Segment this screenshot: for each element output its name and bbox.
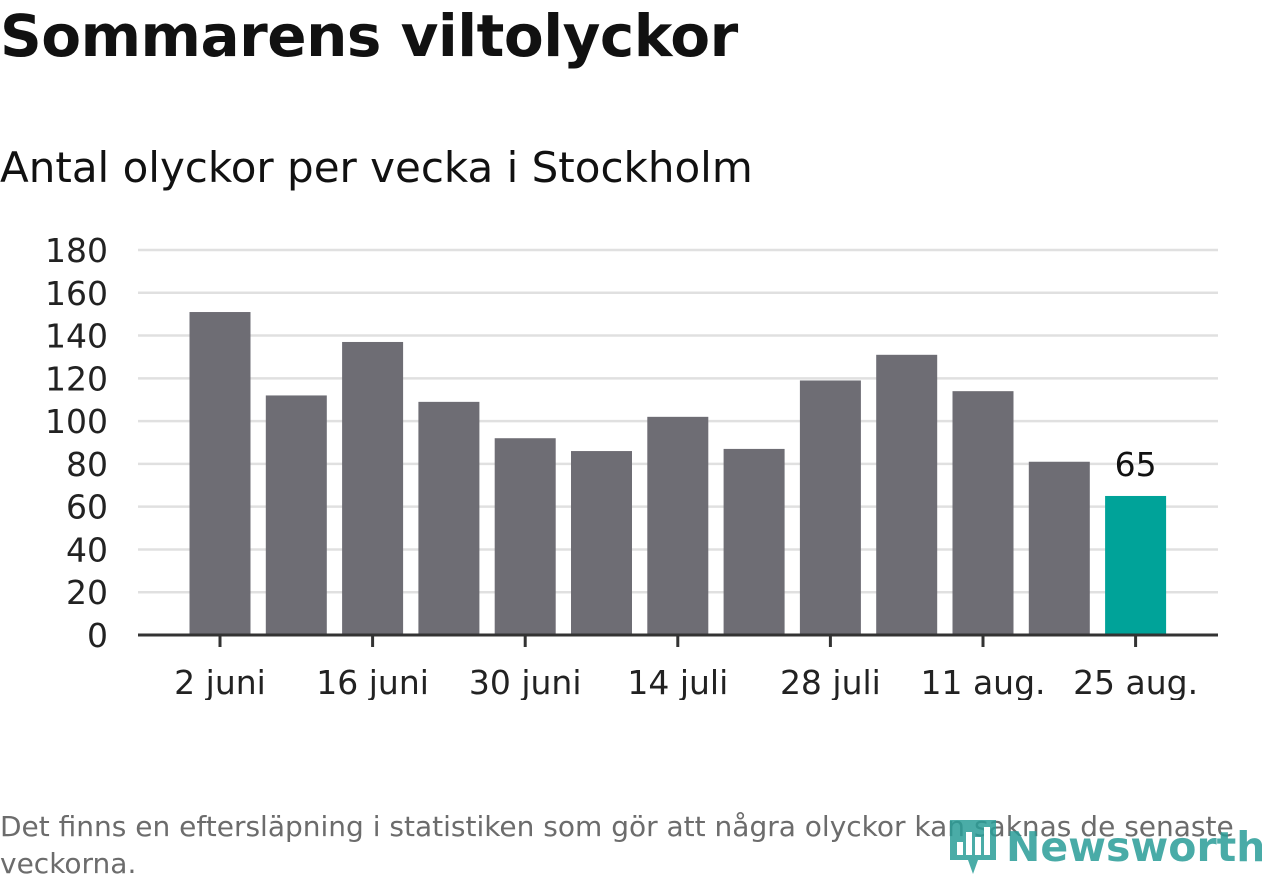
y-tick-label: 0 — [87, 616, 108, 655]
bar — [647, 416, 709, 635]
y-tick-label: 40 — [66, 530, 108, 569]
x-tick-label: 16 juni — [316, 663, 429, 700]
bar — [1105, 495, 1167, 635]
logo-text: Newsworthy — [1006, 823, 1262, 871]
newsworthy-logo[interactable]: Newsworthy — [948, 816, 1262, 878]
bar — [571, 451, 632, 635]
x-tick-label: 11 aug. — [920, 663, 1045, 700]
y-tick-label: 120 — [45, 359, 108, 398]
x-axis — [138, 633, 1218, 647]
bar — [189, 312, 251, 635]
x-tick-label: 28 juli — [780, 663, 881, 700]
y-tick-label: 60 — [66, 488, 108, 527]
newsworthy-logo-icon — [950, 820, 996, 874]
data-label: 65 — [1115, 445, 1157, 484]
y-tick-label: 20 — [66, 573, 108, 612]
y-tick-label: 160 — [45, 274, 108, 313]
data-labels: 65 — [1115, 445, 1157, 484]
footnote: Det finns en eftersläpning i statistiken… — [0, 810, 1234, 880]
bars — [189, 312, 1167, 635]
y-tick-label: 180 — [45, 231, 108, 270]
x-tick-label: 30 juni — [469, 663, 582, 700]
bar — [952, 391, 1014, 635]
x-tick-label: 2 juni — [174, 663, 266, 700]
bar — [799, 380, 861, 635]
bar — [265, 395, 327, 635]
y-tick-label: 80 — [66, 445, 108, 484]
x-tick-label: 25 aug. — [1073, 663, 1198, 700]
y-tick-label: 100 — [45, 402, 108, 441]
chart-title: Sommarens viltolyckor — [0, 2, 738, 70]
bar — [494, 438, 556, 635]
x-tick-label: 14 juli — [627, 663, 728, 700]
x-axis-labels: 2 juni 16 juni 30 juni 14 juli 28 juli 11 aug… — [174, 663, 1198, 700]
bar — [723, 448, 785, 635]
bar — [418, 401, 480, 635]
bar — [342, 341, 404, 635]
bar — [876, 354, 938, 635]
y-tick-label: 140 — [45, 317, 108, 356]
bar — [1028, 461, 1090, 635]
chart-subtitle: Antal olyckor per vecka i Stockholm — [0, 143, 753, 192]
